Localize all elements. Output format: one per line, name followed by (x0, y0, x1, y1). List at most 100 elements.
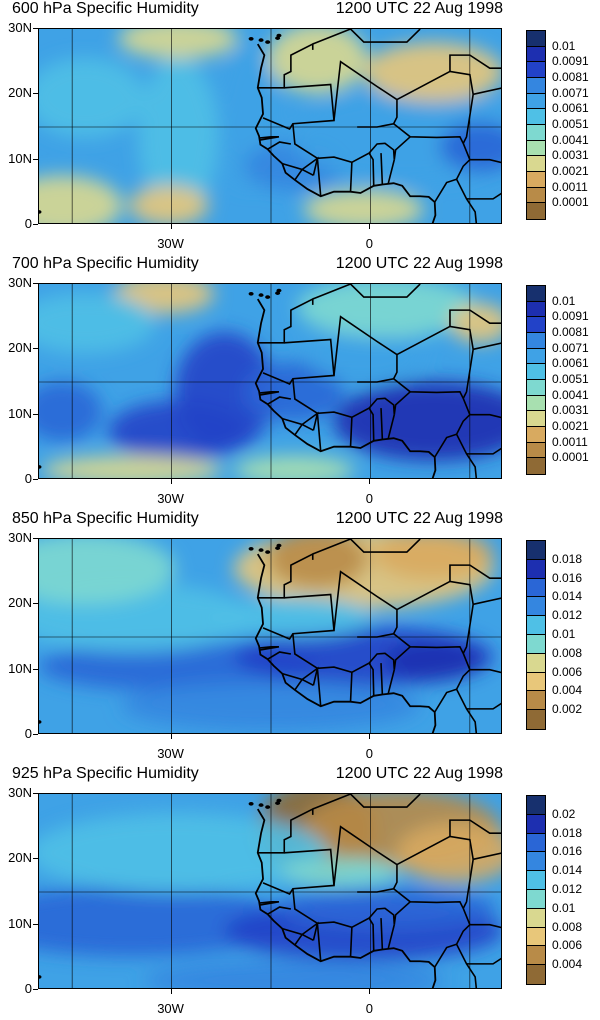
latitude-tick-mark (33, 158, 38, 160)
colorbar-segment (527, 31, 545, 47)
humidity-contour (297, 284, 477, 338)
colorbar (526, 30, 546, 220)
longitude-tick-mark (369, 734, 371, 739)
longitude-tick-label: 0 (365, 236, 374, 251)
colorbar-segment (527, 852, 545, 872)
country-border (349, 284, 421, 298)
island (248, 547, 254, 551)
island (248, 37, 254, 41)
colorbar-label: 0.0091 (552, 54, 589, 69)
humidity-contour (118, 29, 239, 59)
colorbar-segment (527, 379, 545, 396)
country-border (449, 54, 501, 72)
latitude-tick-label: 10N (8, 405, 32, 421)
colorbar-segment (527, 541, 545, 560)
humidity-field (39, 794, 501, 988)
colorbar-segment (527, 46, 545, 63)
humidity-contour (128, 185, 209, 223)
island (258, 38, 264, 42)
latitude-tick-label: 0 (24, 216, 32, 231)
island (39, 720, 42, 724)
country-border (434, 908, 471, 968)
map-canvas (39, 284, 501, 478)
country-border (473, 597, 501, 606)
humidity-contour (39, 539, 176, 604)
country-border (462, 349, 474, 399)
island (248, 292, 254, 296)
colorbar-segment (527, 140, 545, 157)
island (276, 288, 282, 293)
latitude-tick-label: 20N (8, 85, 32, 101)
country-border (455, 688, 478, 733)
humidity-contour (39, 57, 146, 138)
humidity-contour (39, 293, 156, 354)
colorbar-segment (527, 871, 545, 890)
colorbar-segment (527, 286, 545, 302)
colorbar (526, 795, 546, 985)
colorbar-segment (527, 124, 545, 141)
country-border (469, 158, 501, 164)
colorbar-label: 0.004 (552, 957, 583, 972)
country-border (267, 396, 292, 405)
colorbar-label: 0.0021 (552, 419, 589, 433)
latitude-tick-mark (33, 793, 38, 794)
panel-title: 700 hPa Specific Humidity (12, 255, 199, 272)
latitude-tick-label: 10N (8, 915, 32, 931)
country-border (316, 158, 322, 197)
colorbar-label: 0.018 (552, 825, 583, 840)
colorbar-segment (527, 458, 545, 474)
latitude-tick-mark (33, 348, 38, 350)
humidity-contour (39, 381, 103, 442)
country-border (462, 859, 474, 909)
country-border (267, 141, 292, 150)
colorbar-segment (527, 833, 545, 853)
coastline (254, 43, 437, 223)
latitude-tick-mark (33, 858, 38, 860)
island (39, 465, 42, 469)
country-border (258, 391, 280, 396)
country-border (387, 924, 396, 949)
colorbar-label: 0.008 (552, 919, 583, 934)
humidity-contour (41, 455, 222, 478)
colorbar-segment (527, 156, 545, 172)
humidity-contour (363, 42, 501, 103)
country-border (262, 593, 335, 640)
island (276, 33, 282, 38)
humidity-contour (138, 56, 219, 217)
map-canvas (39, 794, 501, 988)
latitude-tick-label: 10N (8, 660, 32, 676)
country-border (349, 539, 421, 553)
island (39, 210, 42, 214)
country-border (368, 152, 375, 186)
map-panel: 850 hPa Specific Humidity 1200 UTC 22 Aug… (0, 510, 600, 765)
country-border (393, 123, 464, 144)
island (265, 40, 271, 44)
latitude-tick-label: 0 (24, 726, 32, 741)
colorbar-label: 0.012 (552, 608, 583, 623)
colorbar-segment (527, 187, 545, 204)
colorbar-segment (527, 77, 545, 94)
latitude-tick-label: 30N (8, 785, 32, 800)
latitude-tick-mark (33, 538, 38, 539)
country-border (473, 87, 501, 96)
latitude-tick-mark (33, 28, 38, 29)
panel-title: 925 hPa Specific Humidity (12, 765, 199, 782)
humidity-contour (396, 822, 501, 883)
country-border (300, 156, 319, 177)
country-border (466, 702, 501, 710)
coastline (254, 298, 437, 478)
island (258, 548, 264, 552)
country-border (393, 633, 464, 654)
latitude-tick-label: 20N (8, 340, 32, 356)
coastline (254, 553, 437, 733)
longitude-tick-mark (369, 224, 371, 229)
island (276, 798, 282, 803)
colorbar-label: 0.0001 (552, 450, 589, 465)
humidity-map (38, 283, 502, 479)
panel-title: 850 hPa Specific Humidity (12, 510, 199, 527)
country-border (300, 921, 319, 942)
panel-title: 600 hPa Specific Humidity (12, 0, 199, 17)
colorbar-segment (527, 93, 545, 110)
colorbar-segment (527, 442, 545, 459)
country-border (267, 906, 292, 915)
